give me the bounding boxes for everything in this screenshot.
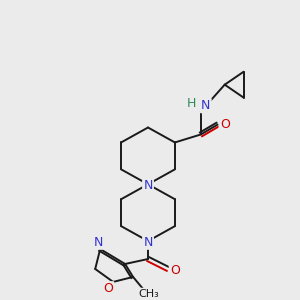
Text: N: N xyxy=(143,179,153,192)
Text: CH₃: CH₃ xyxy=(139,289,159,299)
Text: N: N xyxy=(143,236,153,249)
Text: O: O xyxy=(220,118,230,131)
Text: O: O xyxy=(170,265,180,278)
Text: N: N xyxy=(201,99,211,112)
Text: N: N xyxy=(94,236,103,249)
Text: H: H xyxy=(187,97,196,110)
Text: O: O xyxy=(103,282,113,296)
